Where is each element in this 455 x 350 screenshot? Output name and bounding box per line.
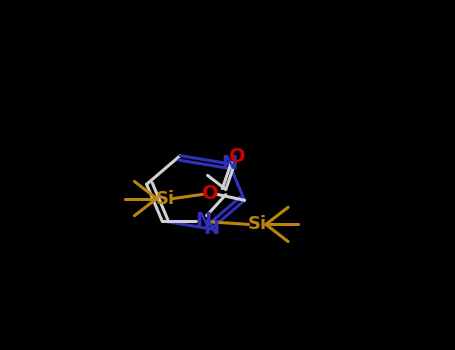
Text: O: O bbox=[229, 147, 245, 166]
Text: N: N bbox=[195, 211, 211, 230]
Text: O: O bbox=[202, 184, 219, 203]
Text: N: N bbox=[221, 154, 237, 173]
Text: N: N bbox=[203, 219, 219, 238]
Text: Si: Si bbox=[155, 190, 174, 208]
Text: Si: Si bbox=[248, 215, 267, 233]
